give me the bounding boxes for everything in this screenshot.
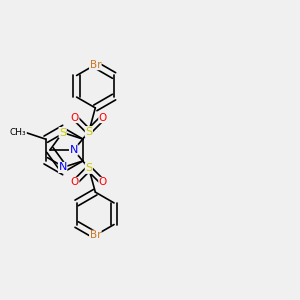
- Text: CH₃: CH₃: [10, 128, 26, 137]
- Text: O: O: [99, 112, 107, 123]
- Text: S: S: [85, 164, 92, 173]
- Text: Br: Br: [90, 60, 101, 70]
- Text: O: O: [99, 177, 107, 188]
- Text: N: N: [70, 145, 78, 155]
- Text: N: N: [58, 163, 67, 172]
- Text: S: S: [85, 127, 92, 136]
- Text: S: S: [59, 128, 66, 137]
- Text: O: O: [71, 177, 79, 188]
- Text: O: O: [71, 112, 79, 123]
- Text: Br: Br: [90, 230, 101, 240]
